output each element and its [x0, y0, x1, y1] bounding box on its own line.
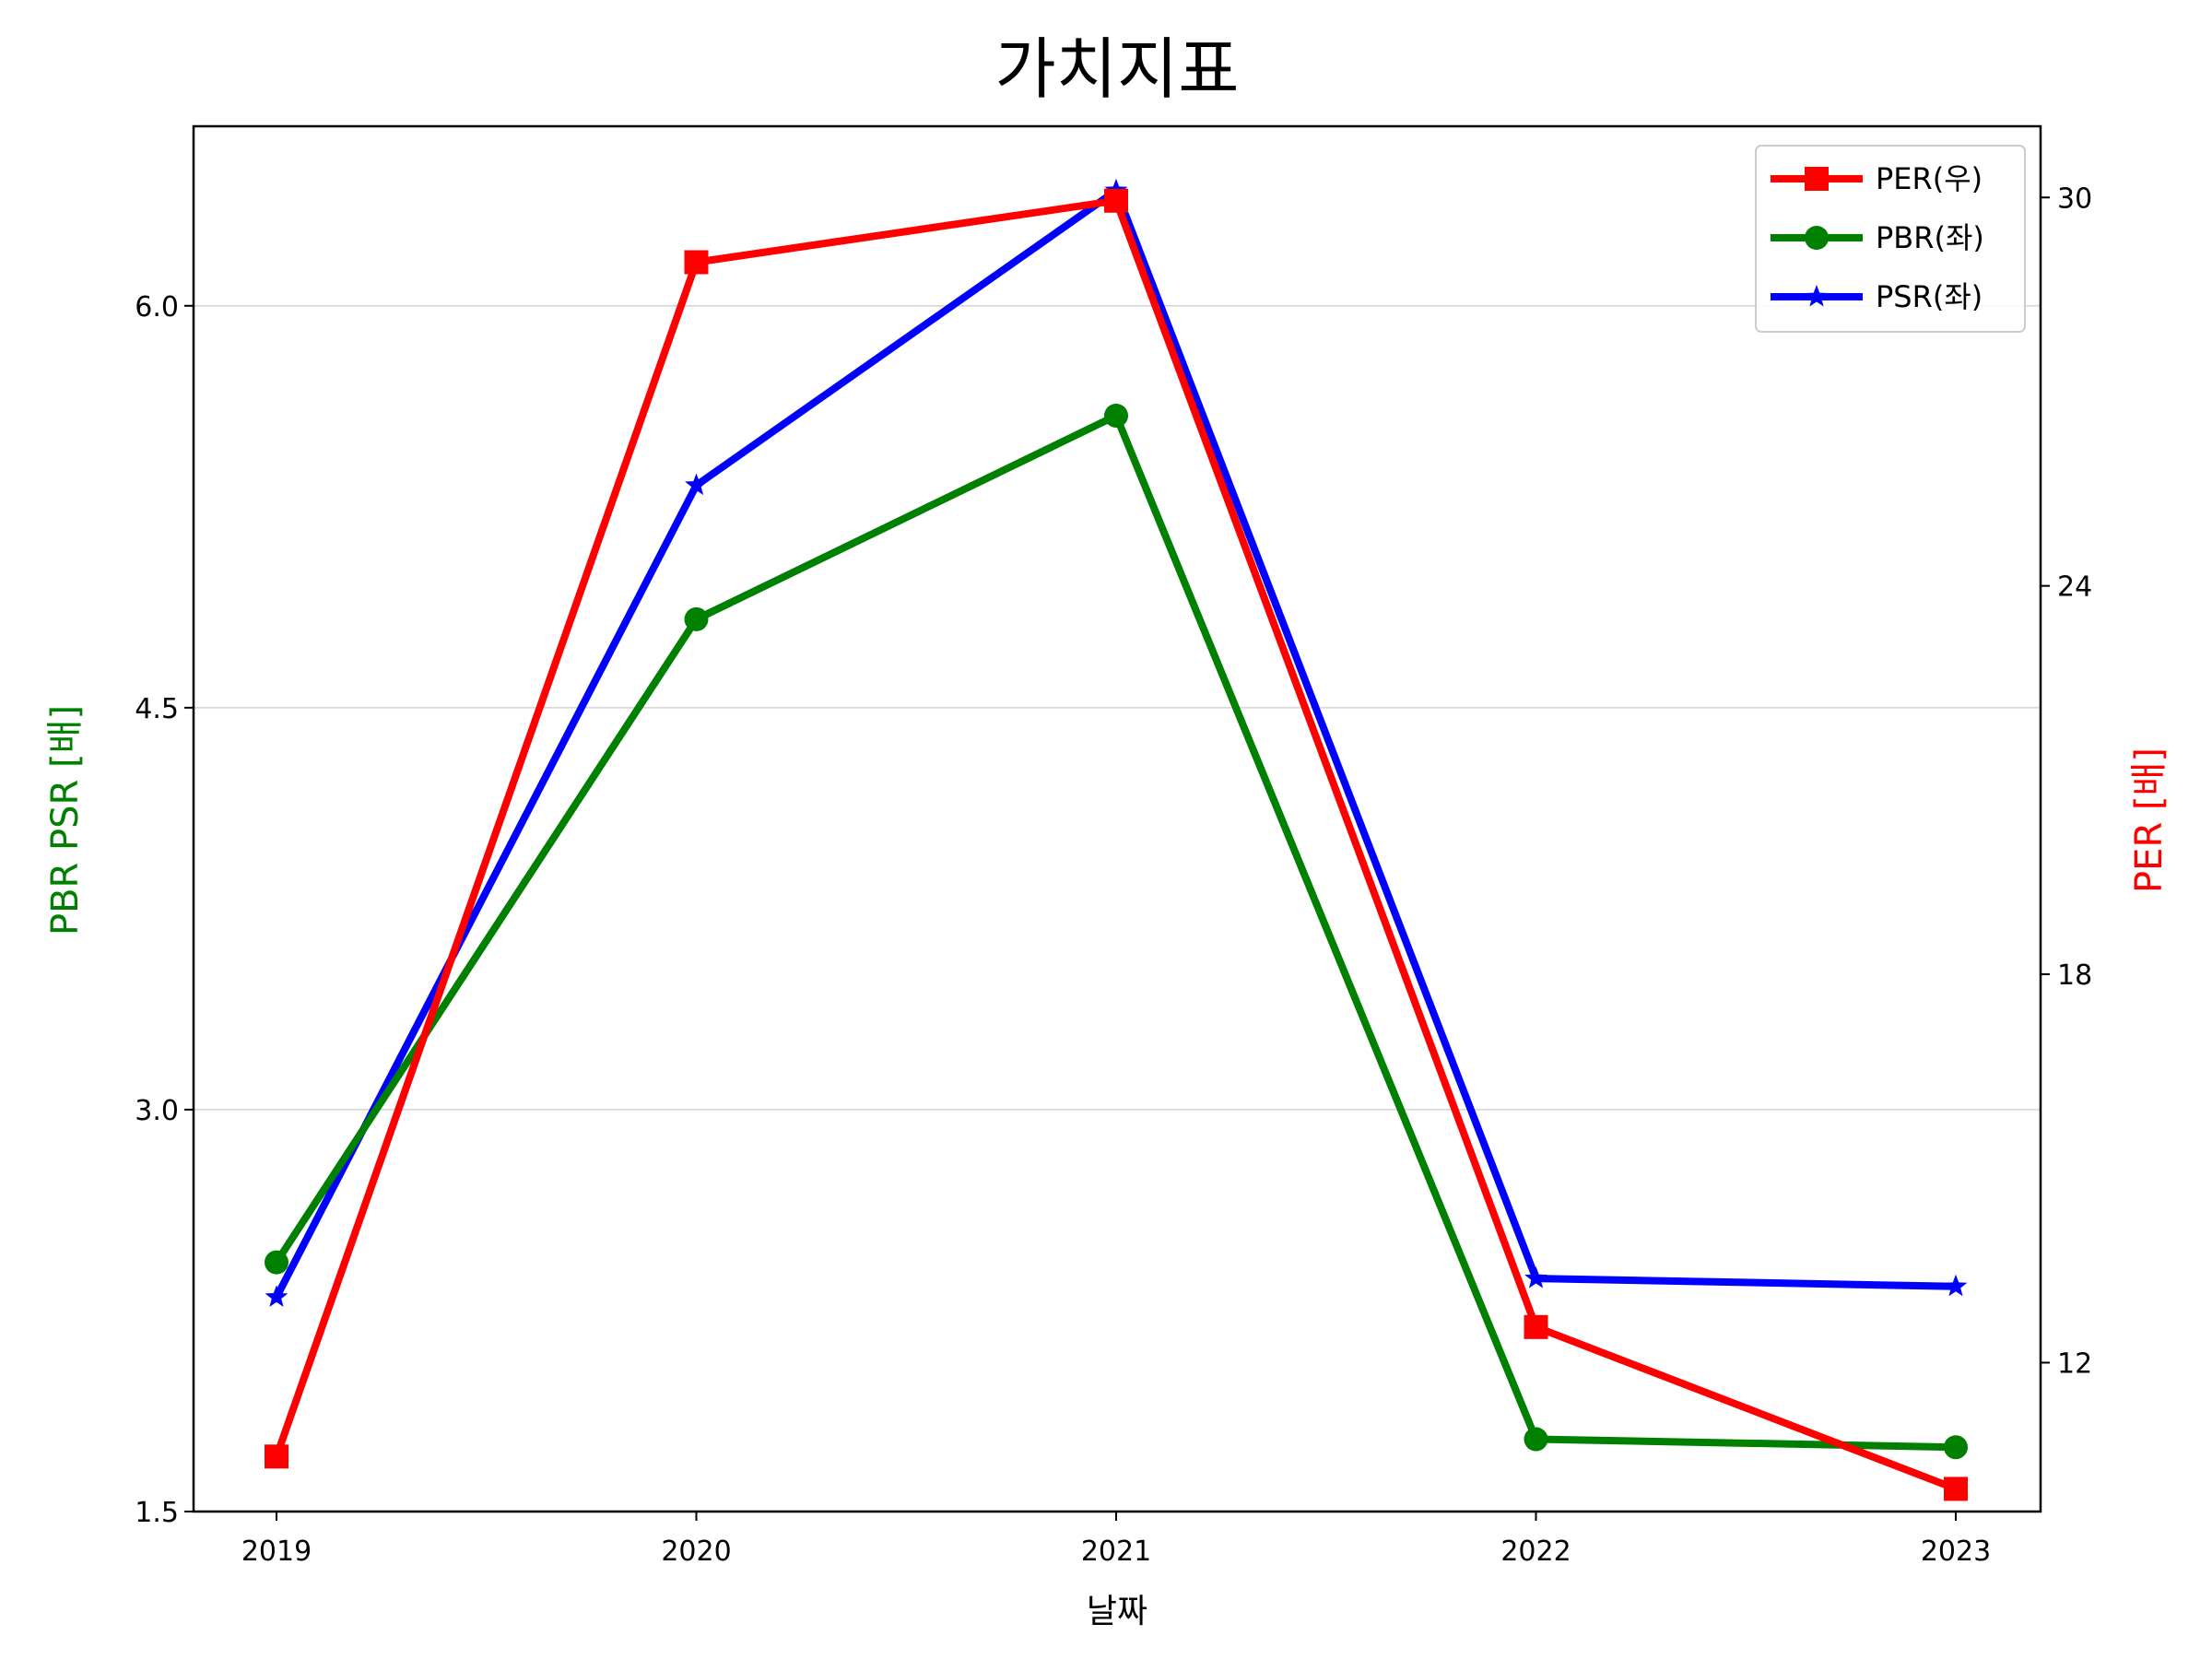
- data-point: [684, 250, 709, 275]
- data-point: [265, 1285, 288, 1307]
- data-point: [1524, 1427, 1548, 1452]
- data-point: [685, 473, 708, 496]
- plot-frame: [192, 124, 2042, 1513]
- legend-label: PSR(좌): [1876, 279, 1983, 314]
- grid-lines: [194, 305, 2041, 1111]
- x-tick-label: 2021: [1081, 1535, 1151, 1568]
- y-right-tick-label: 24: [2057, 571, 2092, 604]
- series-lines: [265, 178, 1968, 1501]
- y-axis-left-label: PBR PSR [배]: [44, 705, 87, 935]
- data-point: [1524, 1314, 1548, 1339]
- chart-title: 가치지표: [995, 30, 1240, 108]
- legend-marker: [1805, 285, 1829, 307]
- data-point: [265, 1250, 288, 1275]
- legend-entry: PSR(좌): [1771, 279, 1983, 314]
- data-point: [684, 606, 709, 631]
- legend-label: PBR(좌): [1876, 220, 1984, 255]
- x-axis-label: 날짜: [1087, 1593, 1147, 1630]
- y-left-tick-label: 6.0: [135, 291, 179, 324]
- y-left-tick-label: 1.5: [135, 1497, 179, 1529]
- data-point: [1524, 1266, 1547, 1288]
- y-axis-right-label: PER [배]: [2128, 747, 2171, 893]
- x-tick-label: 2023: [1921, 1535, 1991, 1568]
- data-point: [1944, 1435, 1968, 1460]
- y-left-tick-label: 4.5: [135, 693, 179, 725]
- series-PSR(좌): [265, 178, 1968, 1307]
- legend-marker: [1805, 167, 1829, 191]
- x-tick-label: 2022: [1500, 1535, 1571, 1568]
- data-point: [1104, 403, 1128, 428]
- y-left-tick-label: 3.0: [135, 1095, 179, 1127]
- series-line: [273, 412, 1957, 1452]
- legend-marker: [1805, 226, 1829, 250]
- data-point: [1944, 1477, 1968, 1501]
- x-tick-label: 2019: [241, 1535, 312, 1568]
- data-point: [265, 1444, 288, 1469]
- legend-label: PER(우): [1876, 161, 1983, 196]
- legend-entry: PBR(좌): [1771, 220, 1984, 255]
- legend: PER(우) PBR(좌) PSR(좌): [1755, 145, 2026, 333]
- data-point: [1944, 1274, 1968, 1297]
- y-right-tick-label: 30: [2057, 182, 2092, 215]
- legend-entry: PER(우): [1771, 161, 1983, 196]
- series-PBR(좌): [265, 403, 1968, 1460]
- series-line: [273, 196, 1958, 1493]
- series-PER(우): [265, 188, 1968, 1501]
- axes: 1.5 3.0 4.5 6.0 12 18 24 30 2019 2020 2021 2022 2023: [135, 182, 2092, 1568]
- y-right-tick-label: 12: [2057, 1347, 2092, 1380]
- data-point: [1104, 188, 1128, 213]
- y-right-tick-label: 18: [2057, 959, 2092, 992]
- x-tick-label: 2020: [661, 1535, 731, 1568]
- legend-box: [1755, 145, 2026, 333]
